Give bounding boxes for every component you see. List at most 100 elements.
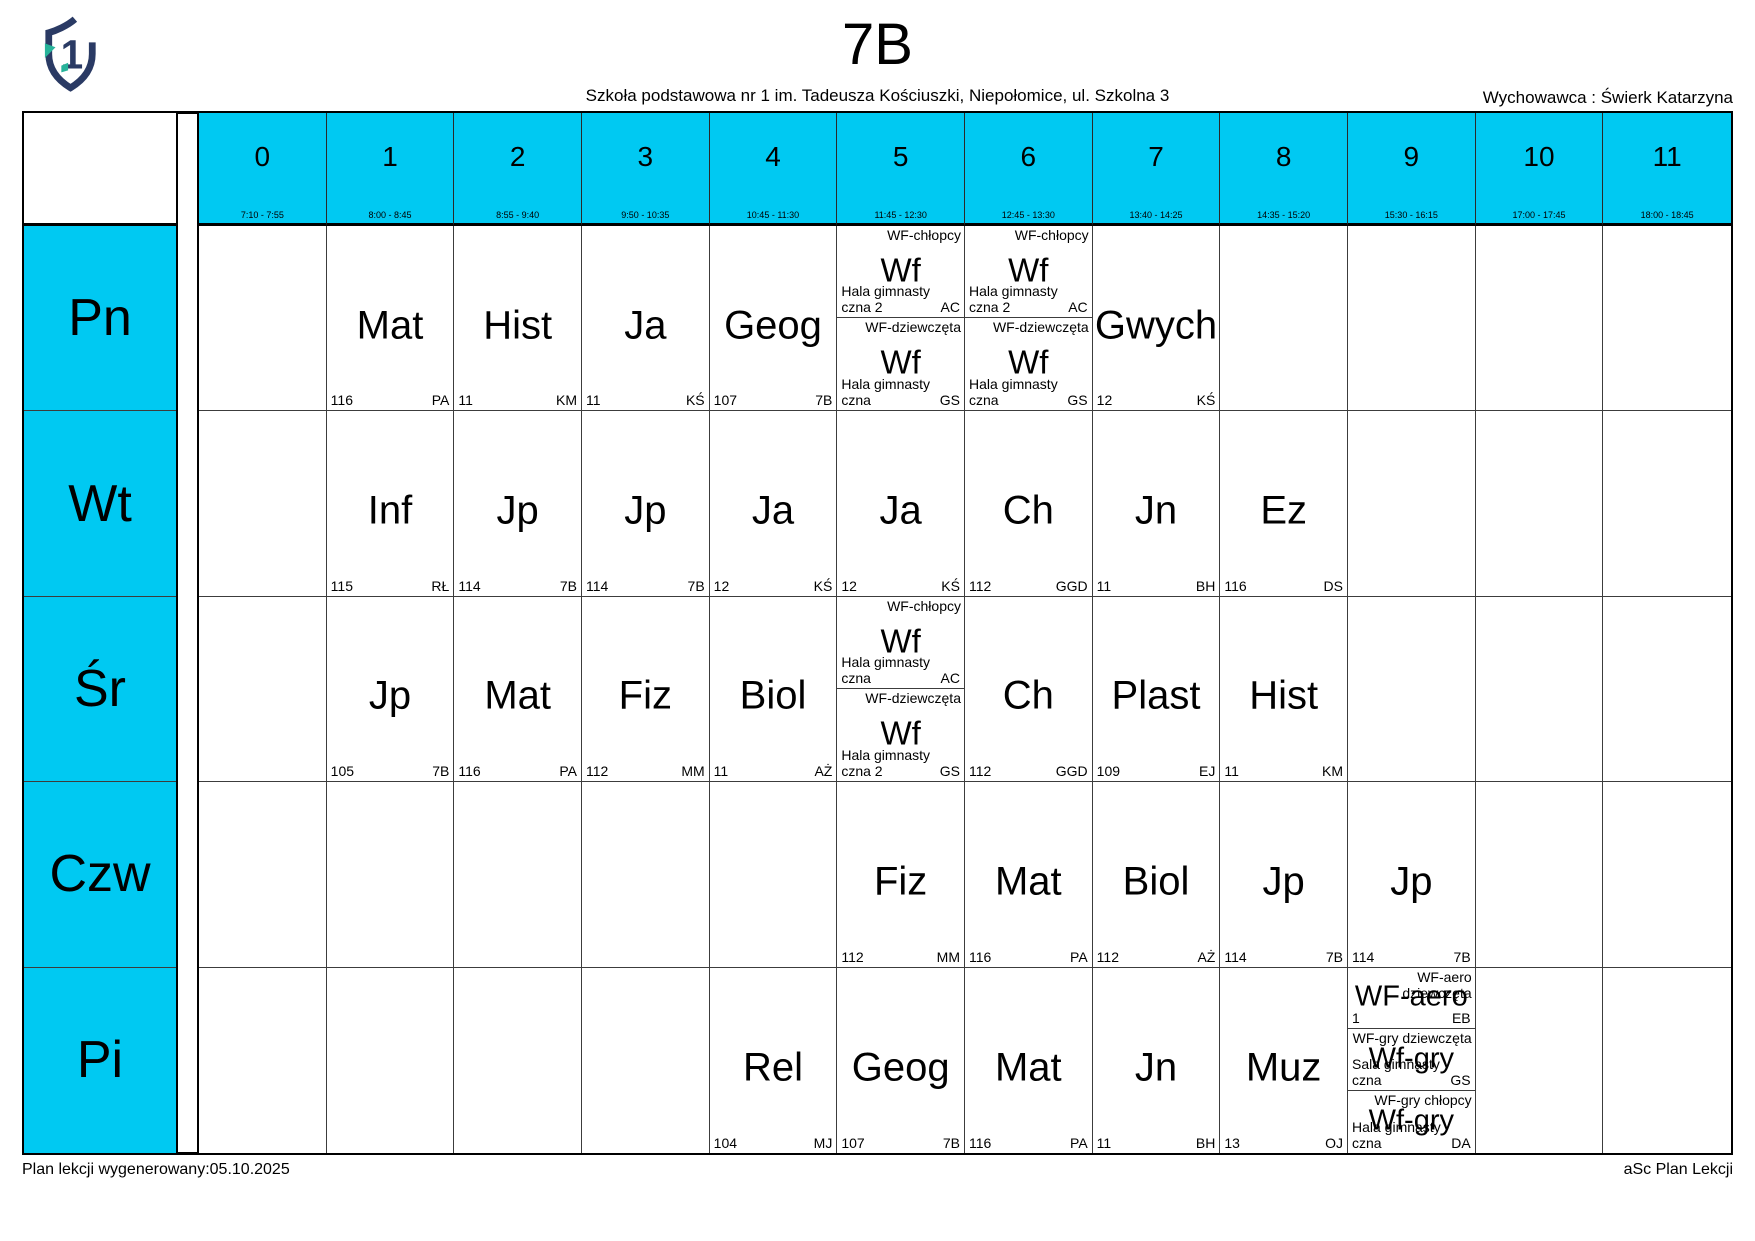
period-number: 0: [254, 141, 271, 172]
period-time: 8:00 - 8:45: [368, 210, 412, 220]
group-label: WF-dziewczęta: [865, 689, 961, 706]
room-teacher-row: 112 AŻ: [1097, 949, 1216, 965]
day-label-czw: Czw: [24, 782, 176, 968]
teacher-initials: GS: [1450, 1072, 1471, 1089]
teacher-initials: PA: [1070, 1134, 1088, 1151]
lesson-cell-pn-10: [1475, 226, 1604, 412]
room-teacher-row: 114 7B: [586, 578, 705, 594]
period-time: 17:00 - 17:45: [1512, 210, 1566, 220]
teacher-initials: PA: [559, 763, 577, 780]
teacher-initials: EJ: [1198, 763, 1216, 780]
lesson-cell-pi-6: Mat 116 PA: [964, 967, 1093, 1153]
lesson-cell-pi-1: [326, 967, 455, 1153]
subject-name: Fiz: [873, 859, 928, 904]
lesson-cell-czw-5: Fiz 112 MM: [837, 782, 965, 968]
subject-name: Mat: [356, 303, 424, 348]
lesson-cell-pn-6: WF-chłopcy Wf Hala gimnastyczna 2 AC WF-dzie…: [964, 226, 1093, 412]
subject-name: Wf: [880, 622, 921, 660]
period-header-2: 2 8:55 - 9:40: [454, 113, 582, 226]
group-segment-2: WF-gry dziewczęta Wf-gry Sala gimnastyczna…: [1347, 1029, 1475, 1092]
room-number: Hala gimnastyczna 2: [968, 283, 1058, 316]
lesson-cell-sr-8: Hist 11 KM: [1220, 596, 1348, 783]
teacher-initials: 7B: [942, 1134, 960, 1151]
period-number: 4: [765, 141, 781, 172]
school-name: Szkoła podstawowa nr 1 im. Tadeusza Kośc…: [585, 86, 1170, 105]
subject-name: Rel: [742, 1045, 803, 1090]
subject-name: Ch: [1002, 673, 1054, 718]
period-header-11: 11 18:00 - 18:45: [1603, 113, 1731, 226]
lesson-cell-pi-8: Muz 13 OJ: [1220, 967, 1348, 1153]
subject-name: Jn: [1134, 1045, 1178, 1090]
group-segment-1: WF-aero dziewczęta WF-aero 1 EB: [1347, 968, 1475, 1030]
period-header-3: 3 9:50 - 10:35: [581, 113, 710, 226]
period-header-0: 0 7:10 - 7:55: [199, 113, 327, 226]
room-number: 11: [713, 763, 729, 780]
room-number: 115: [330, 577, 353, 594]
subject-name: Fiz: [618, 673, 672, 718]
lesson-cell-czw-1: [326, 782, 455, 968]
room-teacher-row: Hala gimnastyczna 2 AC: [969, 283, 1088, 315]
room-number: 11: [1224, 763, 1239, 780]
period-time: 14:35 - 15:20: [1257, 210, 1311, 220]
teacher-initials: AC: [940, 669, 960, 686]
subject-name: Wf-gry: [1368, 1042, 1454, 1075]
brand-label: aSc Plan Lekcji: [1623, 1161, 1733, 1178]
room-teacher-row: 11 KM: [1224, 763, 1343, 779]
teacher-initials: KM: [1321, 763, 1343, 780]
group-label: WF-chłopcy: [1014, 227, 1089, 243]
day-column: Pn Wt Śr Czw Pi: [22, 111, 178, 1155]
period-time: 13:40 - 14:25: [1129, 210, 1183, 220]
lesson-cell-czw-3: [581, 782, 710, 968]
generated-date: Plan lekcji wygenerowany:05.10.2025: [22, 1161, 290, 1178]
teacher-initials: 7B: [432, 763, 450, 780]
day-label-wt: Wt: [24, 411, 176, 597]
period-number: 1: [382, 141, 398, 172]
room-teacher-row: Sala gimnastyczna GS: [1352, 1056, 1471, 1088]
lesson-cell-sr-1: Jp 105 7B: [326, 596, 455, 783]
room-teacher-row: 107 7B: [841, 1135, 960, 1151]
period-time: 10:45 - 11:30: [746, 210, 800, 220]
teacher-initials: KŚ: [941, 577, 960, 594]
subject-name: WF-aero: [1354, 980, 1468, 1013]
lesson-cell-wt-6: Ch 112 GGD: [964, 411, 1093, 597]
group-segment-2: WF-dziewczęta Wf Hala gimnastyczna GS: [837, 318, 964, 410]
lesson-cell-pn-0: [199, 226, 327, 412]
room-number: 13: [1224, 1134, 1240, 1151]
room-teacher-row: 112 GGD: [969, 578, 1088, 594]
lesson-cell-pn-4: Geog 107 7B: [709, 226, 838, 412]
period-header-1: 1 8:00 - 8:45: [326, 113, 455, 226]
lesson-cell-wt-9: [1347, 411, 1476, 597]
period-header-8: 8 14:35 - 15:20: [1220, 113, 1348, 226]
period-header-5: 5 11:45 - 12:30: [837, 113, 965, 226]
teacher-initials: MJ: [813, 1134, 833, 1151]
period-number: 9: [1403, 141, 1420, 172]
subject-name: Wf: [1008, 251, 1049, 289]
room-number: 105: [330, 763, 355, 780]
teacher-initials: KM: [555, 392, 577, 409]
room-number: 114: [1224, 948, 1247, 965]
room-teacher-row: 114 7B: [1352, 949, 1471, 965]
group-label: WF-chłopcy: [887, 597, 961, 614]
teacher-initials: 7B: [559, 577, 577, 594]
subject-name: Hist: [483, 303, 553, 348]
lesson-cell-czw-4: [709, 782, 838, 968]
room-teacher-row: 11 AŻ: [714, 763, 833, 779]
teacher-initials: 7B: [815, 392, 833, 409]
room-number: 114: [458, 577, 481, 594]
lesson-cell-wt-5: Ja 12 KŚ: [837, 411, 965, 597]
lesson-cell-pn-2: Hist 11 KM: [454, 226, 582, 412]
group-segment-2: WF-dziewczęta Wf Hala gimnastyczna 2 GS: [837, 689, 964, 781]
room-teacher-row: 114 7B: [1224, 949, 1343, 965]
school-logo-icon: 1: [44, 16, 96, 92]
teacher-initials: DA: [1451, 1134, 1471, 1151]
group-label: WF-chłopcy: [887, 227, 961, 243]
lesson-cell-pn-8: [1220, 226, 1348, 412]
room-number: 116: [968, 948, 992, 965]
room-number: 11: [458, 392, 473, 409]
room-number: Hala gimnastyczna: [841, 376, 931, 409]
teacher-initials: MM: [681, 763, 705, 780]
subject-name: Hist: [1249, 673, 1319, 718]
group-segment-1: WF-chłopcy Wf Hala gimnastyczna AC: [837, 597, 964, 689]
teacher-initials: 7B: [1325, 948, 1343, 965]
room-number: 114: [585, 577, 609, 594]
